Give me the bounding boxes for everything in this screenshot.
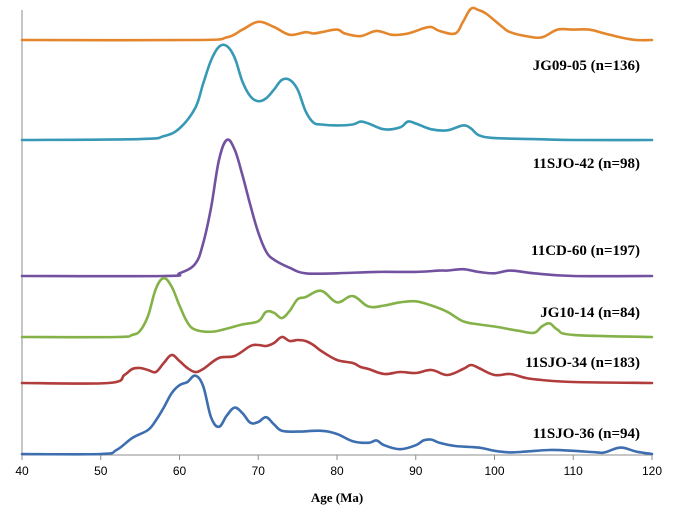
series-label-1: JG09-05 (n=136) — [533, 58, 640, 74]
x-tick-label: 110 — [564, 464, 583, 478]
x-tick-label: 70 — [252, 464, 266, 478]
x-tick-label: 100 — [484, 464, 504, 478]
series-line-6 — [20, 374, 654, 456]
series-label-5: 11SJO-34 (n=183) — [525, 355, 640, 371]
series-line-4 — [20, 276, 654, 339]
series-label-3: 11CD-60 (n=197) — [531, 243, 640, 259]
x-axis-title: Age (Ma) — [311, 490, 363, 505]
plot-frame — [21, 10, 652, 456]
x-tick-label: 120 — [642, 464, 662, 478]
series-group — [20, 6, 654, 456]
series-label-2: 11SJO-42 (n=98) — [533, 156, 640, 172]
x-tick-label: 90 — [409, 464, 423, 478]
series-line-2 — [20, 43, 654, 142]
series-line-3 — [20, 138, 654, 278]
x-tick-label: 40 — [15, 464, 29, 478]
x-tick-label: 50 — [94, 464, 108, 478]
series-label-6: 11SJO-36 (n=94) — [533, 426, 640, 442]
x-tick-label: 60 — [173, 464, 187, 478]
series-line-1 — [20, 6, 654, 42]
x-tick-label: 80 — [330, 464, 344, 478]
series-labels: JG09-05 (n=136) 11SJO-42 (n=98) 11CD-60 (n… — [525, 58, 640, 442]
x-axis-ticks: 40 50 60 70 80 90 100 110 120 — [15, 455, 662, 478]
series-line-5 — [20, 335, 654, 385]
series-label-4: JG10-14 (n=84) — [540, 305, 640, 321]
